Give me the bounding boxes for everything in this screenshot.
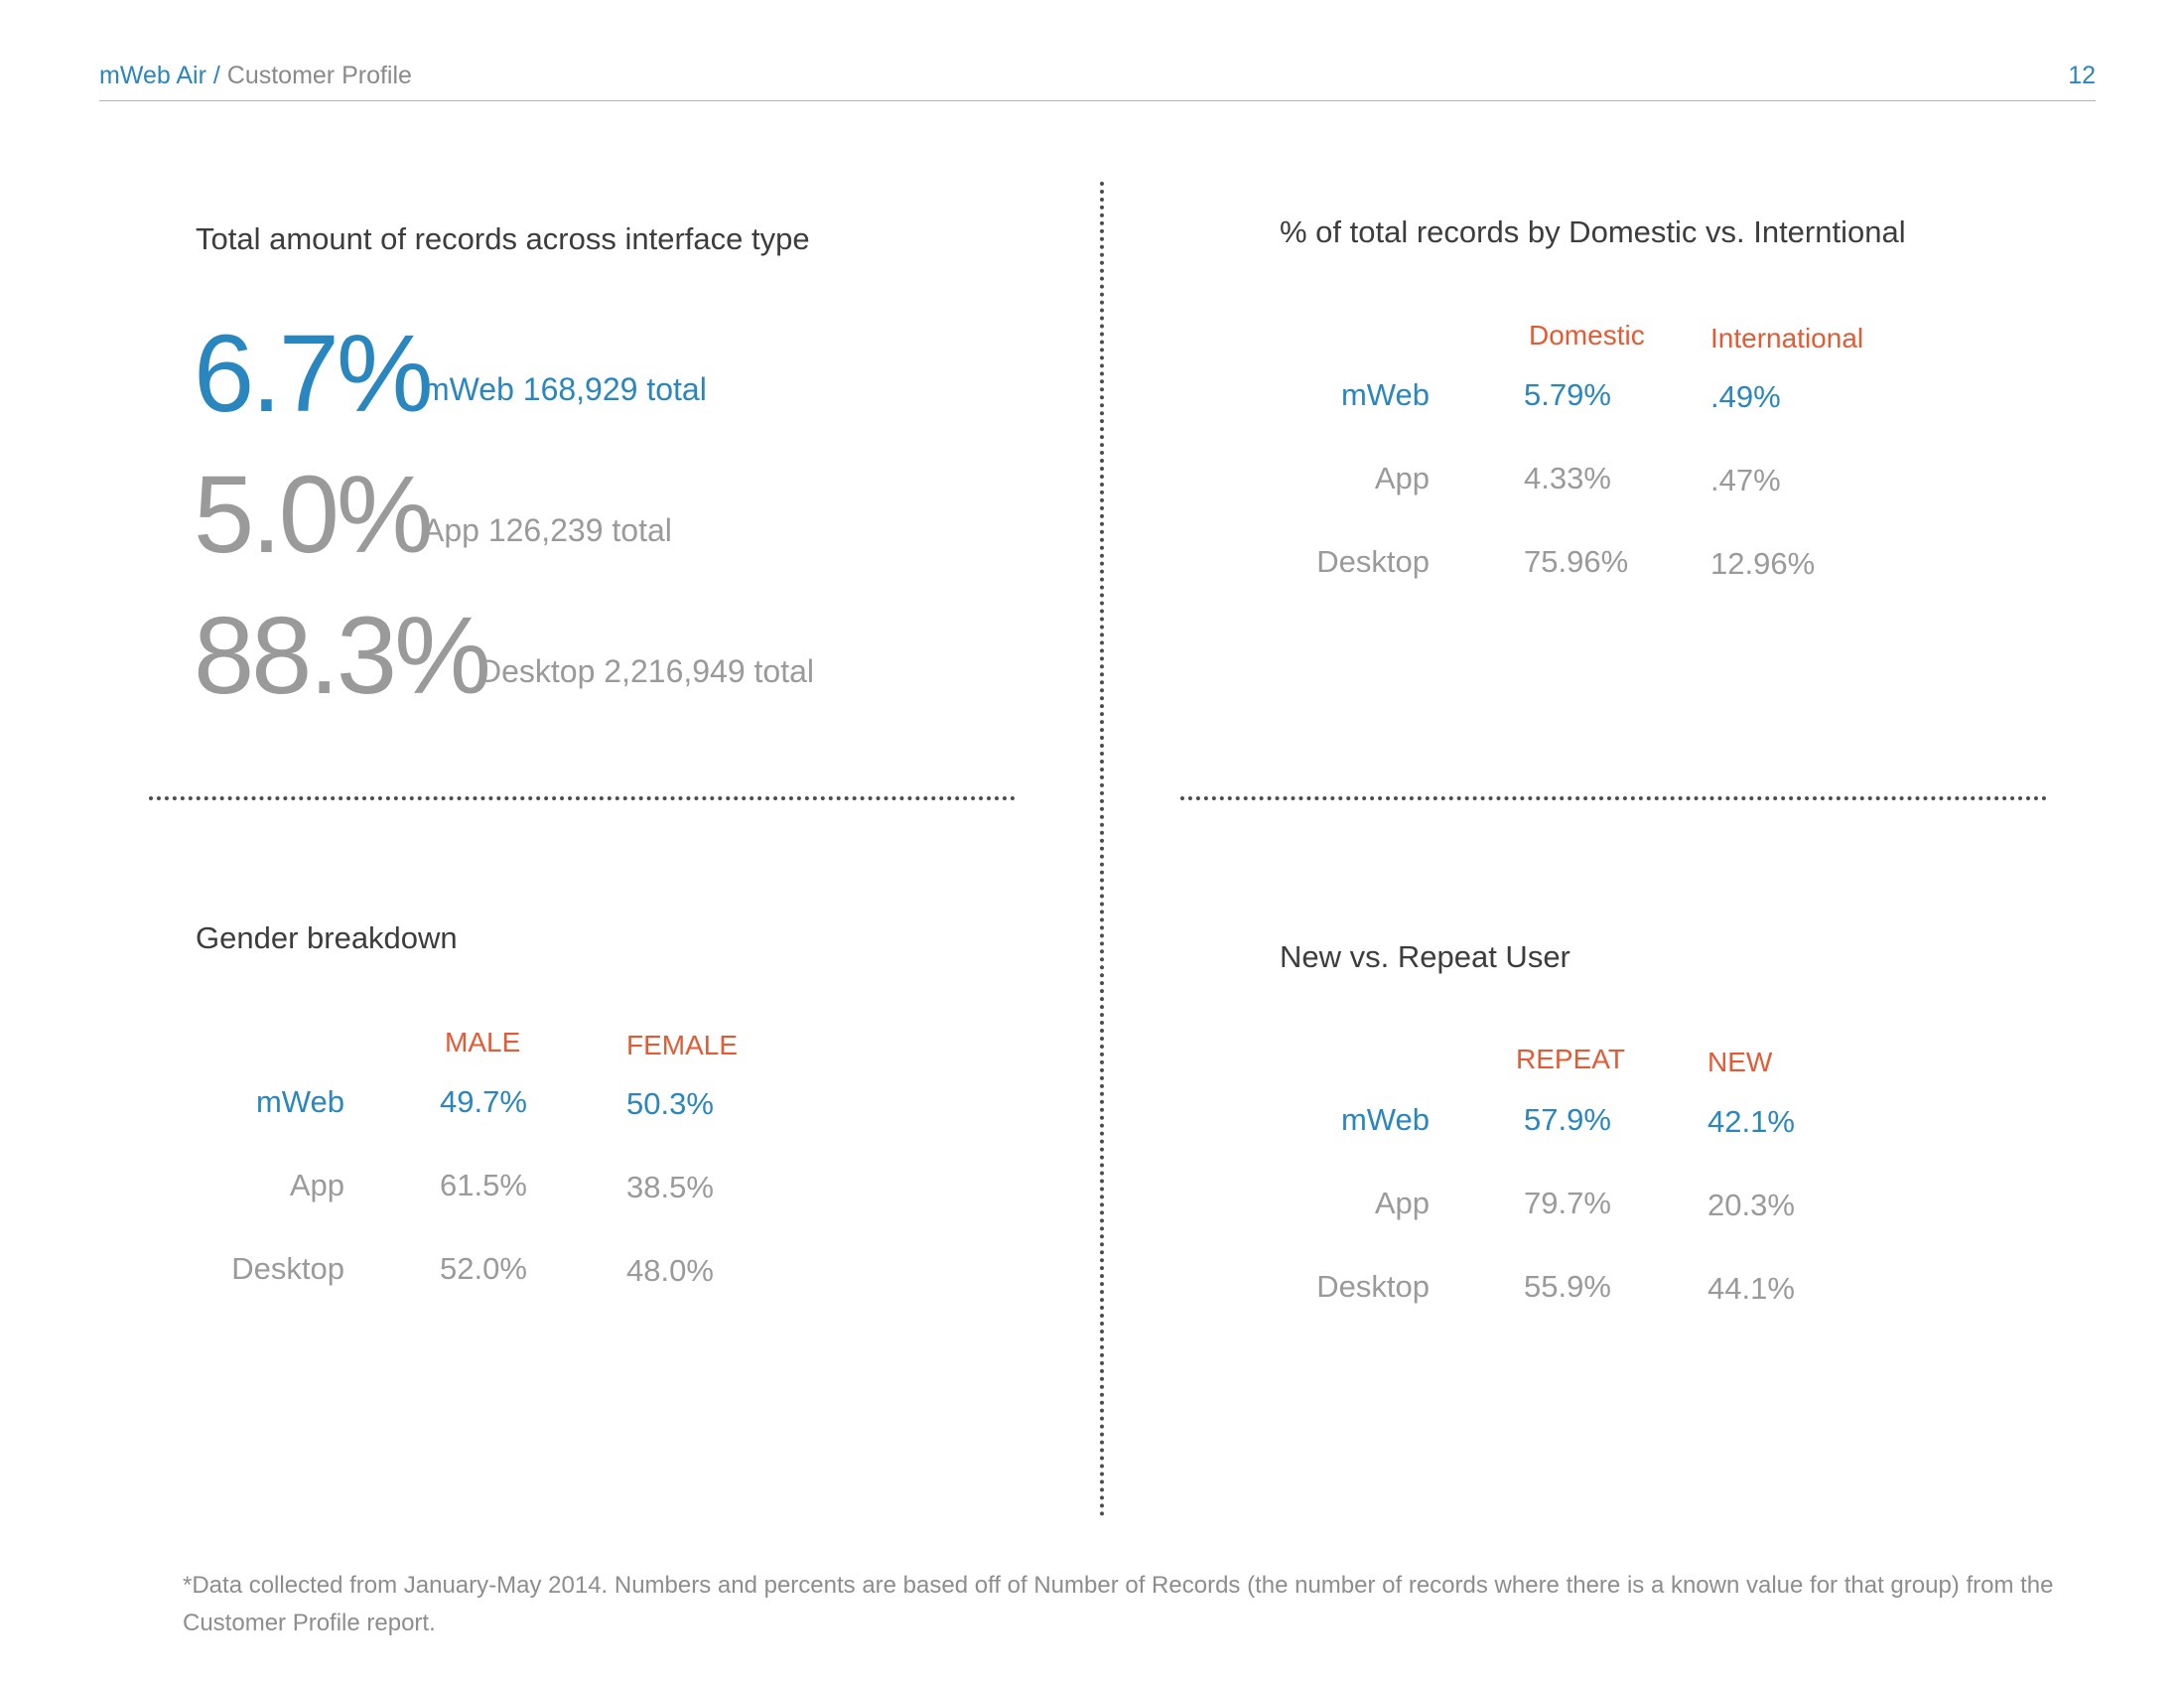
row-label-app: App: [1374, 461, 1430, 495]
mweb-new-value: 42.1%: [1707, 1104, 1795, 1139]
column-header-new: NEW: [1707, 1047, 1773, 1077]
column-header-international: International: [1710, 323, 1864, 353]
section-name: Customer Profile: [226, 62, 412, 89]
row-label-desktop: Desktop: [1316, 544, 1430, 579]
desktop-share-percent: 88.3%: [194, 595, 491, 717]
interface-totals-title: Total amount of records across interface…: [196, 221, 810, 256]
app-male-value: 61.5%: [440, 1168, 527, 1202]
mweb-share-percent: 6.7%: [194, 313, 434, 435]
row-label-app: App: [1374, 1186, 1430, 1220]
horizontal-dotted-divider-left: [149, 796, 1016, 800]
mweb-domestic-value: 5.79%: [1524, 377, 1611, 412]
page-number: 12: [2068, 62, 2096, 89]
mweb-female-value: 50.3%: [626, 1086, 714, 1121]
desktop-new-value: 44.1%: [1707, 1271, 1795, 1306]
brand-name: mWeb Air: [99, 62, 206, 89]
mweb-total-label: mWeb 168,929 total: [423, 371, 707, 407]
mweb-international-value: .49%: [1710, 379, 1781, 414]
gender-title: Gender breakdown: [196, 920, 458, 955]
app-new-value: 20.3%: [1707, 1188, 1795, 1222]
row-label-mweb: mWeb: [255, 1084, 344, 1119]
row-label-app: App: [289, 1168, 344, 1202]
app-share-percent: 5.0%: [194, 454, 434, 576]
app-international-value: .47%: [1710, 463, 1781, 497]
app-repeat-value: 79.7%: [1524, 1186, 1611, 1220]
vertical-dotted-divider: [1100, 182, 1104, 1517]
desktop-repeat-value: 55.9%: [1524, 1269, 1611, 1304]
desktop-domestic-value: 75.96%: [1524, 544, 1629, 579]
desktop-total-label: Desktop 2,216,949 total: [478, 653, 815, 689]
footnote: *Data collected from January-May 2014. N…: [183, 1572, 2054, 1636]
new-repeat-title: New vs. Repeat User: [1280, 939, 1570, 974]
header-title: mWeb Air / Customer Profile: [99, 62, 412, 90]
column-header-domestic: Domestic: [1529, 320, 1645, 351]
app-total-label: App 126,239 total: [423, 512, 672, 548]
column-header-repeat: REPEAT: [1516, 1044, 1625, 1074]
column-header-female: FEMALE: [626, 1030, 739, 1060]
header-divider: [99, 100, 2096, 101]
row-label-mweb: mWeb: [1340, 377, 1430, 412]
row-label-desktop: Desktop: [1316, 1269, 1430, 1304]
app-female-value: 38.5%: [626, 1170, 714, 1204]
horizontal-dotted-divider-right: [1180, 796, 2047, 800]
mweb-male-value: 49.7%: [440, 1084, 527, 1119]
desktop-male-value: 52.0%: [440, 1251, 527, 1286]
row-label-mweb: mWeb: [1340, 1102, 1430, 1137]
column-header-male: MALE: [445, 1027, 521, 1057]
row-label-desktop: Desktop: [231, 1251, 344, 1286]
desktop-female-value: 48.0%: [626, 1253, 714, 1288]
app-domestic-value: 4.33%: [1524, 461, 1611, 495]
mweb-repeat-value: 57.9%: [1524, 1102, 1611, 1137]
domestic-international-title: % of total records by Domestic vs. Inter…: [1280, 214, 1906, 249]
desktop-international-value: 12.96%: [1710, 546, 1816, 581]
breadcrumb-separator: /: [212, 62, 220, 89]
